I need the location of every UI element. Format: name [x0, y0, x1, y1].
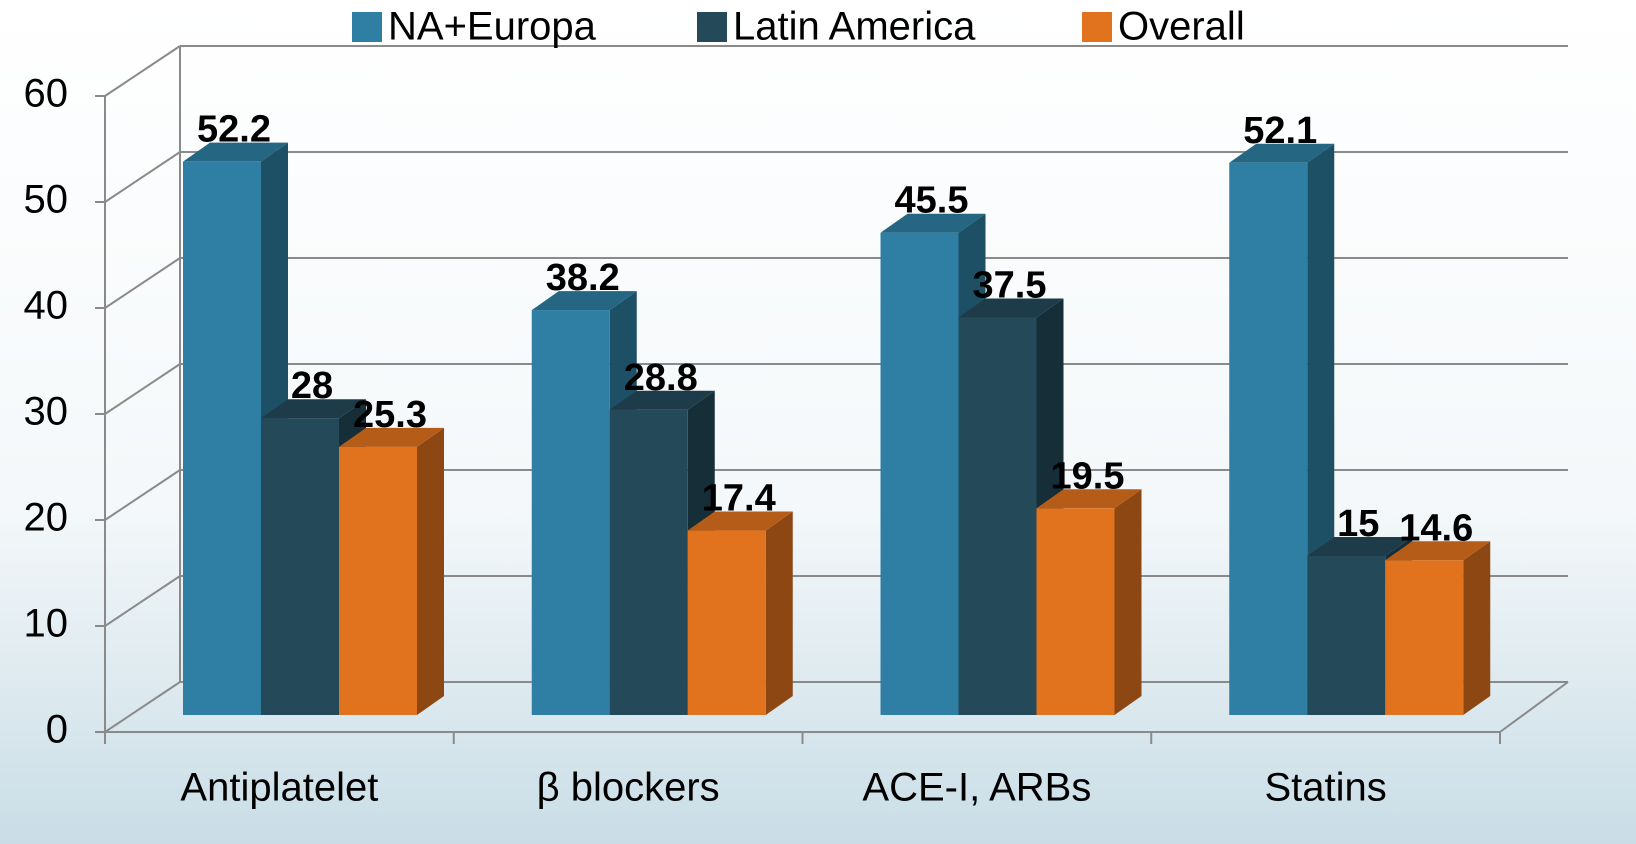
bar-front: [687, 530, 766, 715]
grid-line: [104, 575, 181, 627]
bar-top: [1229, 143, 1335, 163]
x-tick-label: β blockers: [537, 766, 720, 810]
legend-swatch: [352, 12, 382, 42]
bar-front: [958, 317, 1037, 715]
grid-line: [104, 469, 181, 521]
bar-top: [609, 390, 715, 410]
x-tick-label: ACE-I, ARBs: [862, 766, 1091, 810]
bar-side: [1463, 541, 1491, 715]
y-tick-label: 0: [46, 708, 68, 752]
legend-label: NA+Europa: [388, 5, 597, 49]
bar-top: [880, 213, 986, 233]
y-tick-label: 30: [24, 390, 69, 434]
y-tick-label: 10: [24, 602, 69, 646]
data-label: 38.2: [546, 257, 620, 299]
y-tick-label: 60: [24, 72, 69, 116]
data-label: 17.4: [702, 478, 776, 520]
data-label: 19.5: [1051, 455, 1125, 497]
y-tick-label: 50: [24, 178, 69, 222]
bar-top: [339, 427, 444, 447]
data-label: 52.2: [197, 109, 271, 151]
grid-line: [104, 45, 181, 97]
grid-line: [104, 363, 181, 415]
y-tick-label: 20: [24, 496, 69, 540]
bar-front: [531, 310, 610, 715]
bar-side: [765, 511, 793, 715]
bar-top: [261, 399, 366, 419]
grid-line: [104, 681, 181, 733]
data-label: 14.6: [1399, 507, 1473, 549]
bar-top: [1307, 537, 1413, 556]
bar-front: [880, 232, 959, 715]
x-tick-label: Statins: [1264, 766, 1386, 810]
legend-swatch: [697, 12, 727, 42]
bar-top: [958, 298, 1064, 318]
data-label: 28: [291, 365, 333, 407]
legend-label: Overall: [1118, 5, 1245, 49]
grid-line: [104, 257, 181, 309]
bar-front: [183, 161, 261, 715]
grid-line: [104, 151, 181, 203]
floor-right: [1499, 681, 1569, 733]
bar-front: [261, 418, 339, 715]
data-label: 25.3: [353, 394, 427, 436]
y-tick-label: 40: [24, 284, 69, 328]
data-label: 45.5: [895, 180, 969, 222]
bar-front: [1307, 556, 1386, 715]
bar-front: [339, 446, 417, 715]
bar: [1385, 541, 1491, 715]
bar-top: [183, 142, 288, 162]
bar-side: [1114, 489, 1142, 715]
bar-top: [687, 511, 793, 531]
bar-top: [1036, 489, 1142, 509]
legend-label: Latin America: [733, 5, 976, 49]
data-label: 37.5: [973, 265, 1047, 307]
bar: [1036, 489, 1142, 715]
bar-side: [417, 427, 444, 715]
bar-front: [1036, 508, 1115, 715]
data-label: 15: [1337, 503, 1379, 545]
bar: [183, 142, 288, 715]
bar: [687, 511, 793, 715]
legend-swatch: [1082, 12, 1112, 42]
data-label: 52.1: [1243, 110, 1317, 152]
bar-front: [609, 409, 688, 715]
bar-top: [531, 291, 637, 311]
data-label: 28.8: [624, 357, 698, 399]
x-tick-label: Antiplatelet: [180, 766, 378, 810]
bar-top: [1385, 541, 1491, 561]
bar-front: [1229, 162, 1308, 716]
bar-front: [1385, 560, 1464, 715]
bar: [339, 427, 444, 715]
